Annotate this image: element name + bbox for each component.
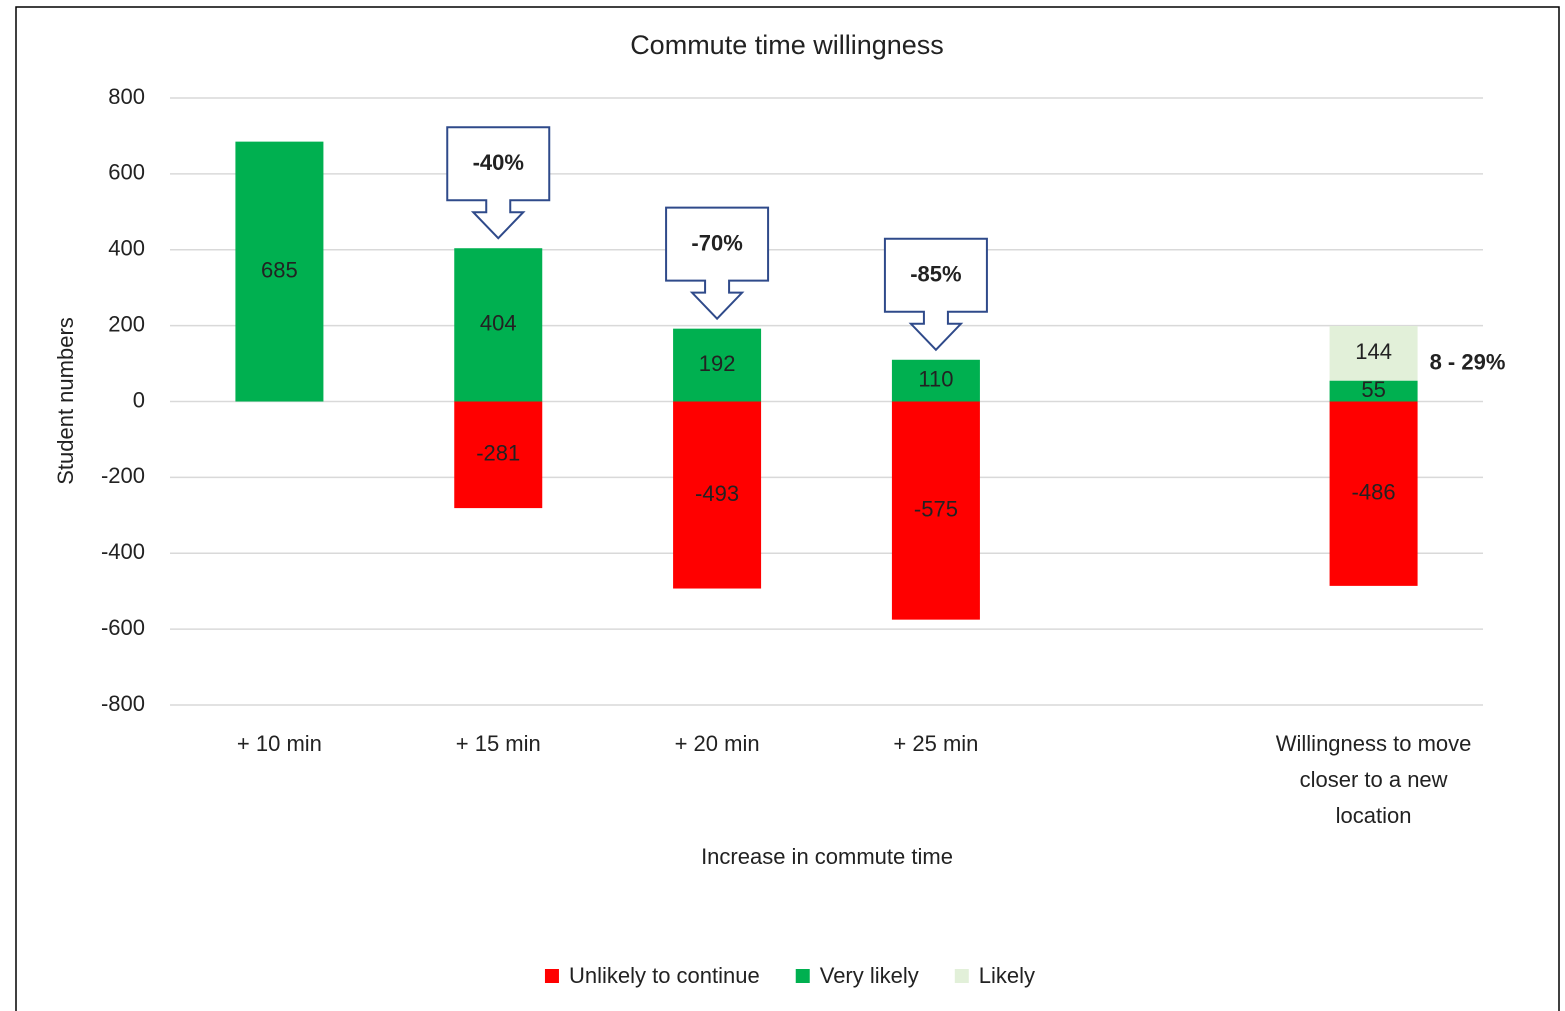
chart-title: Commute time willingness xyxy=(630,30,944,60)
x-tick-label: + 10 min xyxy=(236,731,322,756)
data-label: 404 xyxy=(480,311,517,336)
legend-label: Unlikely to continue xyxy=(569,963,760,988)
bar-segment xyxy=(454,248,543,402)
x-tick-label: Willingness to move closer to a new loca… xyxy=(1275,731,1472,828)
legend-label: Very likely xyxy=(820,963,919,988)
bar-segment xyxy=(454,401,543,509)
data-label: 685 xyxy=(261,257,298,282)
bar-segment xyxy=(891,359,980,402)
y-tick-label: 200 xyxy=(108,311,145,336)
callout xyxy=(883,237,988,352)
bar-segment xyxy=(891,401,980,620)
y-axis-label: Student numbers xyxy=(53,317,78,485)
x-tick-label: + 20 min xyxy=(674,731,760,756)
data-label: -281 xyxy=(476,441,520,466)
y-tick-label: 0 xyxy=(133,387,145,412)
data-label: 110 xyxy=(918,366,953,391)
data-label: -575 xyxy=(914,496,958,521)
data-label: 192 xyxy=(699,351,736,376)
annotation: 8 - 29% xyxy=(1430,350,1506,375)
y-tick-label: -600 xyxy=(101,615,145,640)
data-label: -493 xyxy=(695,481,739,506)
y-tick-label: 600 xyxy=(108,160,145,185)
callout xyxy=(665,206,770,321)
legend-swatch xyxy=(544,969,559,983)
y-tick-label: -400 xyxy=(101,539,145,564)
callout xyxy=(446,126,551,240)
x-tick-label: + 25 min xyxy=(893,731,979,756)
bar-segment xyxy=(1329,326,1418,381)
bar-segment xyxy=(673,328,762,402)
y-tick-label: 800 xyxy=(108,84,145,109)
bar-segment xyxy=(1329,401,1418,586)
legend-swatch xyxy=(954,969,969,983)
data-label: 55 xyxy=(1361,377,1385,402)
annotation: -70% xyxy=(691,230,742,255)
annotation: -85% xyxy=(910,262,961,287)
x-tick-label: + 15 min xyxy=(455,731,541,756)
x-axis-label: Increase in commute time xyxy=(701,844,953,869)
y-tick-label: 400 xyxy=(108,236,145,261)
bar-segment xyxy=(1329,380,1418,402)
y-tick-label: -800 xyxy=(101,691,145,716)
y-tick-label: -200 xyxy=(101,463,145,488)
bar-segment xyxy=(673,401,762,589)
legend-swatch xyxy=(795,969,810,983)
bar-segment xyxy=(235,141,324,402)
legend-label: Likely xyxy=(979,963,1035,988)
frame xyxy=(15,6,1560,1011)
data-label: -486 xyxy=(1352,480,1396,505)
annotation: -40% xyxy=(473,150,524,175)
data-label: 144 xyxy=(1355,339,1392,364)
